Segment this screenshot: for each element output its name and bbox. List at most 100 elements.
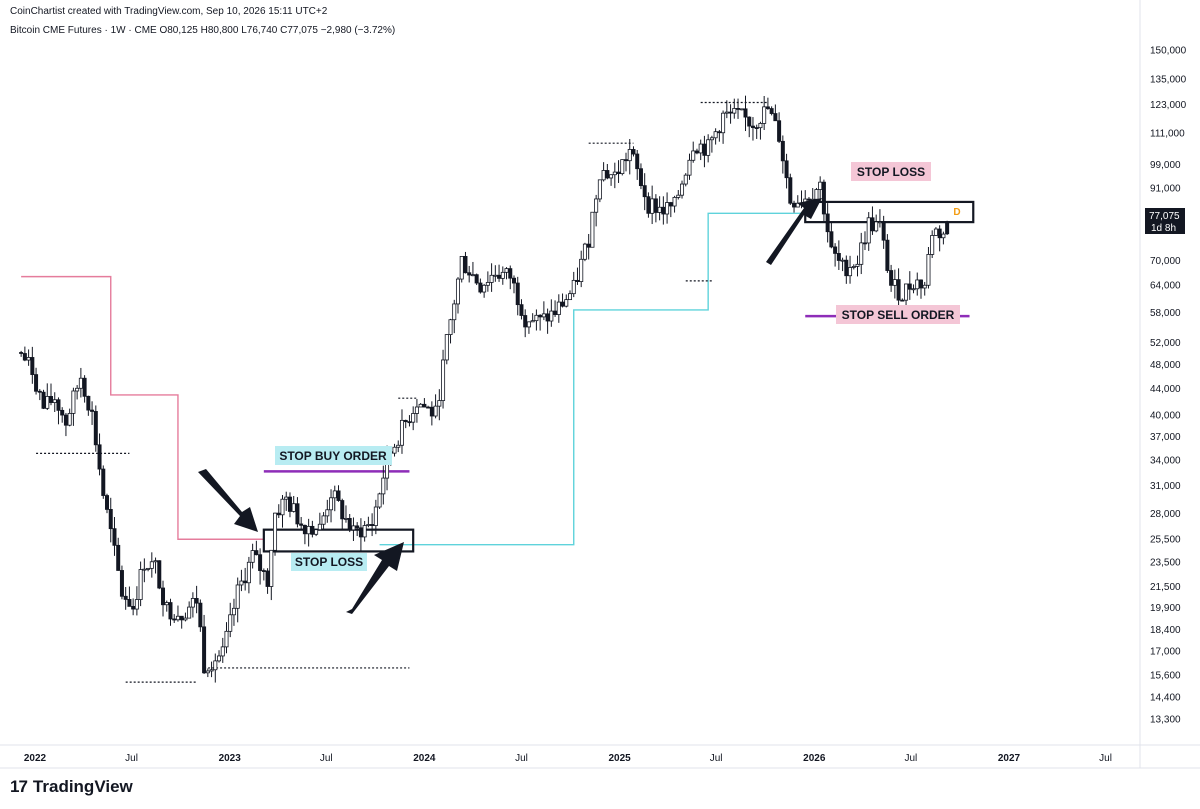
candle-body xyxy=(418,403,423,408)
y-tick-label: 31,000 xyxy=(1150,481,1181,492)
candle-body xyxy=(538,314,543,318)
grid-layer xyxy=(0,0,1200,769)
candle-body xyxy=(724,111,729,114)
candle-body xyxy=(500,271,505,279)
candle-body xyxy=(90,409,95,412)
candle-body xyxy=(642,185,647,198)
left-stop-loss-label: STOP LOSS xyxy=(295,555,363,569)
candle-body xyxy=(250,550,255,563)
price-tag: 77,075 1d 8h xyxy=(1145,208,1185,234)
y-tick-label: 15,600 xyxy=(1150,670,1181,681)
candle-body xyxy=(134,599,139,610)
candles-layer xyxy=(19,95,950,683)
y-tick-label: 70,000 xyxy=(1150,256,1181,267)
candle-body xyxy=(930,235,935,255)
candle-body xyxy=(754,127,759,129)
candle-body xyxy=(556,301,561,315)
candle-body xyxy=(243,580,248,584)
candle-body xyxy=(455,278,460,305)
candle-body xyxy=(273,512,278,551)
candle-body xyxy=(366,524,371,526)
candle-body xyxy=(889,270,894,286)
y-tick-label: 18,400 xyxy=(1150,625,1181,636)
candle-body xyxy=(392,446,397,454)
x-tick-label: 2022 xyxy=(24,753,47,764)
chart-credit: CoinChartist created with TradingView.co… xyxy=(10,6,328,17)
zone-box-left_zone xyxy=(262,528,415,553)
candle-body xyxy=(709,137,714,141)
candle-body xyxy=(594,198,599,213)
candle-body xyxy=(668,202,673,207)
right-up-arrow xyxy=(766,198,822,265)
candle-body xyxy=(411,413,416,423)
price-tag-value: 77,075 xyxy=(1149,211,1180,222)
candle-body xyxy=(508,268,513,279)
candle-body xyxy=(265,570,270,587)
x-tick-label: 2027 xyxy=(998,753,1021,764)
candle-body xyxy=(687,159,692,176)
tradingview-logo[interactable]: 17 TradingView xyxy=(10,777,133,797)
candle-body xyxy=(67,412,72,426)
x-tick-label: Jul xyxy=(904,753,917,764)
candle-body xyxy=(299,523,304,526)
candle-body xyxy=(485,282,490,286)
tradingview-brand: TradingView xyxy=(32,777,133,796)
candle-body xyxy=(426,406,431,409)
candle-body xyxy=(717,131,722,134)
candle-body xyxy=(175,615,180,621)
candle-body xyxy=(680,183,685,196)
candle-body xyxy=(739,108,744,111)
candle-body xyxy=(780,140,785,162)
candle-body xyxy=(470,274,475,277)
candle-body xyxy=(597,179,602,200)
candle-body xyxy=(784,160,789,179)
y-tick-label: 37,000 xyxy=(1150,432,1181,443)
y-tick-label: 64,000 xyxy=(1150,281,1181,292)
candle-body xyxy=(209,669,214,672)
candle-body xyxy=(900,299,905,302)
candle-body xyxy=(321,515,326,525)
candle-body xyxy=(918,279,923,289)
candle-body xyxy=(758,123,763,129)
candle-body xyxy=(407,421,412,424)
candle-body xyxy=(721,112,726,134)
bar-marker-d: D xyxy=(953,207,960,218)
candle-body xyxy=(362,525,367,538)
x-tick-label: 2023 xyxy=(219,753,242,764)
candle-body xyxy=(108,509,113,530)
left-up-arrow xyxy=(346,542,404,614)
candle-body xyxy=(116,544,121,571)
candle-body xyxy=(358,527,363,538)
candle-body xyxy=(343,517,348,520)
candle-body xyxy=(836,253,841,261)
y-tick-label: 21,500 xyxy=(1150,582,1181,593)
candle-body xyxy=(911,288,916,291)
candle-body xyxy=(526,321,531,328)
y-tick-label: 91,000 xyxy=(1150,183,1181,194)
x-tick-label: Jul xyxy=(125,753,138,764)
candle-body xyxy=(821,181,826,215)
candle-body xyxy=(904,283,909,301)
annotations-layer: STOP BUY ORDER STOP LOSS STOP LOSS STOP … xyxy=(198,162,963,614)
candle-body xyxy=(851,266,856,268)
y-tick-label: 52,000 xyxy=(1150,338,1181,349)
candle-body xyxy=(702,143,707,156)
candle-body xyxy=(862,242,867,245)
candle-body xyxy=(575,279,580,282)
y-tick-label: 23,500 xyxy=(1150,557,1181,568)
candle-body xyxy=(217,655,222,662)
candle-body xyxy=(553,310,558,315)
candle-body xyxy=(665,202,670,215)
candle-body xyxy=(41,391,46,409)
candle-body xyxy=(82,377,87,397)
y-tick-label: 135,000 xyxy=(1150,75,1187,86)
candle-body xyxy=(631,149,636,155)
candle-body xyxy=(874,221,879,232)
candle-body xyxy=(86,395,91,411)
candle-body xyxy=(732,108,737,114)
candle-body xyxy=(896,279,901,301)
y-tick-label: 48,000 xyxy=(1150,360,1181,371)
candle-body xyxy=(620,159,625,175)
